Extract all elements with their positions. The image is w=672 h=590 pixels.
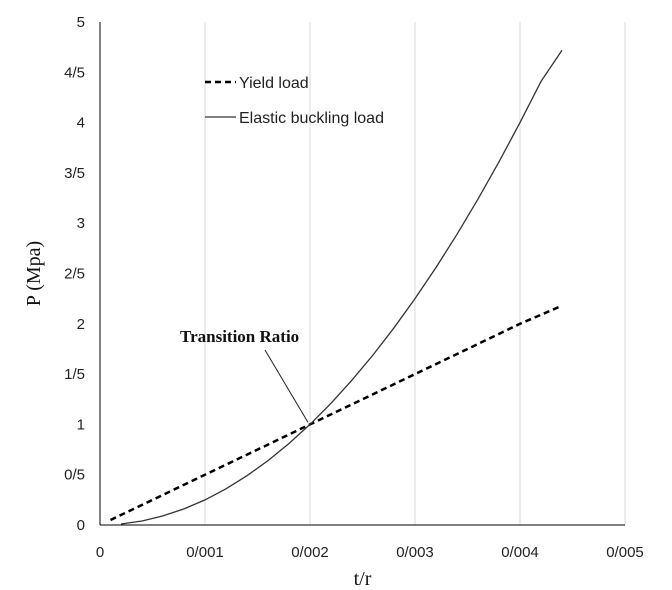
y-tick-label-4: 4 [77,115,85,132]
x-tick-label-0-002: 0/002 [291,544,329,561]
x-tick-label-0-001: 0/001 [186,544,224,561]
x-tick-label-0-004: 0/004 [501,544,539,561]
series-line-elastic-buckling-load [120,49,563,525]
y-axis-title: P (Mpa) [23,241,45,306]
series [109,49,563,525]
y-tick-labels: 0 0/5 1 1/5 2 2/5 3 3/5 4 4/5 5 [64,14,85,534]
x-axis-title: t/r [354,568,372,590]
x-tick-label-0: 0 [96,544,104,561]
y-tick-label-3: 3 [77,215,85,232]
annotation-text: Transition Ratio [180,327,299,346]
y-tick-label-1-5: 1/5 [64,366,85,383]
y-tick-label-5: 5 [77,14,85,31]
y-tick-label-0-5: 0/5 [64,467,85,484]
y-tick-label-2: 2 [77,316,85,333]
legend-label-yield-load: Yield load [239,75,309,92]
legend-label-elastic-buckling-load: Elastic buckling load [239,110,384,127]
y-tick-label-1: 1 [77,416,85,433]
y-tick-label-0: 0 [77,517,85,534]
y-tick-label-2-5: 2/5 [64,266,85,283]
annotation-leader-line [264,349,309,423]
annotation: Transition Ratio [180,327,309,423]
x-tick-label-0-005: 0/005 [606,544,644,561]
series-line-yield-load [109,304,563,522]
x-tick-labels: 0 0/001 0/002 0/003 0/004 0/005 [96,544,644,561]
y-tick-label-4-5: 4/5 [64,64,85,81]
x-tick-label-0-003: 0/003 [396,544,434,561]
grid [99,22,626,525]
legend: Yield load Elastic buckling load [205,75,384,127]
y-tick-label-3-5: 3/5 [64,165,85,182]
axes [99,22,625,526]
